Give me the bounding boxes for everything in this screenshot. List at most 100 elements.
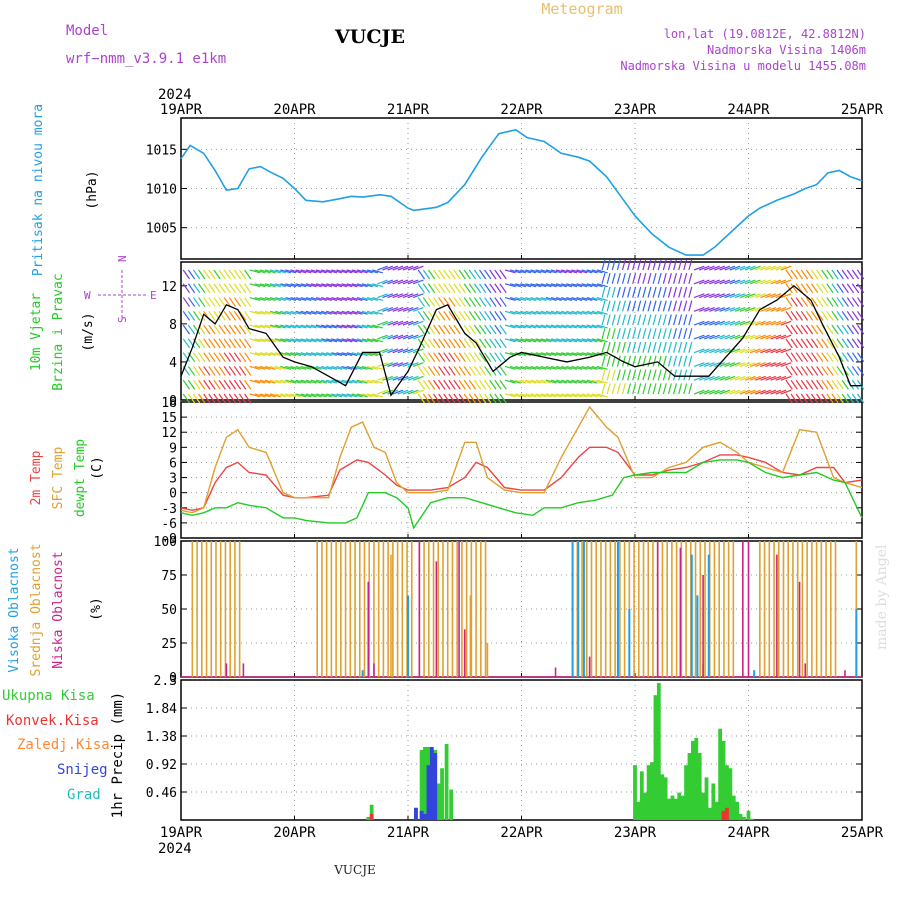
- wind-barb: [422, 379, 431, 390]
- wind-barb: [596, 365, 608, 370]
- wind-barb: [734, 362, 746, 368]
- wind-barb: [346, 365, 358, 370]
- wind-barb: [351, 283, 363, 288]
- wind-barb: [228, 379, 237, 390]
- product-title: Meteogram: [541, 0, 622, 18]
- wind-barb: [637, 355, 642, 367]
- wind-barb: [356, 393, 368, 398]
- wind-barb: [387, 307, 399, 312]
- wind-barb: [729, 320, 741, 326]
- wind-barb: [765, 348, 777, 354]
- wind-barb: [326, 365, 338, 370]
- wind-barb: [616, 314, 621, 326]
- wind-barb: [576, 310, 588, 315]
- wind-barb: [780, 348, 792, 354]
- wind-barb: [841, 393, 849, 404]
- wind-barb: [249, 296, 261, 301]
- wind-barb: [698, 389, 710, 395]
- wind-barb: [591, 338, 603, 343]
- wind-barb: [826, 352, 834, 363]
- wind-barb: [673, 272, 678, 284]
- wind-barb: [336, 393, 348, 398]
- wind-barb: [611, 328, 616, 340]
- wind-barb: [326, 324, 338, 329]
- wind-barb: [525, 283, 537, 288]
- wind-speed-line: [180, 284, 862, 397]
- wind-barb: [734, 307, 746, 312]
- wind-barb: [545, 296, 557, 301]
- wind-barb: [545, 324, 557, 329]
- wind-barb: [561, 324, 573, 329]
- wind-barb: [382, 293, 394, 299]
- wind-barb: [632, 369, 637, 381]
- wind-barb: [816, 393, 824, 404]
- wind-barb: [489, 393, 497, 404]
- wind-barb: [657, 259, 662, 271]
- wind-barb: [755, 293, 766, 299]
- wind-barb: [709, 389, 720, 395]
- wind-barb: [458, 310, 466, 321]
- precip-total-bar: [735, 801, 740, 820]
- wind-barb: [821, 297, 829, 307]
- wind-barb: [448, 352, 456, 363]
- wind-barb: [192, 324, 201, 335]
- wind-barb: [213, 352, 221, 363]
- wind-barb: [652, 286, 657, 298]
- wind-barb: [652, 341, 657, 353]
- wind-barb: [310, 283, 322, 288]
- wind-barb: [275, 310, 286, 315]
- wind-barb: [443, 324, 451, 335]
- wind-barb: [453, 310, 461, 321]
- wind-barb: [851, 366, 860, 376]
- wind-barb: [530, 393, 542, 398]
- wind-barb: [831, 269, 839, 280]
- precip-total-bar: [721, 740, 726, 820]
- wind-barb: [473, 297, 482, 307]
- wind-barb: [637, 369, 642, 381]
- wind-barb: [591, 296, 603, 301]
- wind-barb: [433, 379, 441, 390]
- wind-barb: [780, 279, 792, 285]
- wind-barb: [269, 296, 281, 301]
- wind-barb: [775, 307, 787, 312]
- wind-barb: [254, 283, 266, 288]
- wind-barb: [295, 338, 307, 343]
- wind-barb: [433, 366, 441, 376]
- wind-barb: [535, 324, 547, 329]
- wind-barb: [683, 383, 688, 395]
- wind-barb: [438, 379, 446, 390]
- wind-barb: [693, 375, 705, 381]
- wind-barb: [443, 297, 451, 307]
- precip-legend-snow: Snijeg: [57, 762, 108, 778]
- wind-barb: [412, 375, 424, 381]
- wind-barb: [372, 324, 384, 329]
- wind-barb: [285, 269, 297, 274]
- wind-barb: [811, 352, 819, 363]
- wind-barb: [366, 324, 378, 329]
- wind-barb: [433, 393, 441, 404]
- wind-barb: [346, 352, 358, 357]
- wind-barb: [331, 283, 343, 288]
- y-tick-label: 1005: [146, 222, 177, 237]
- wind-barb: [785, 366, 793, 376]
- wind-barb: [254, 310, 266, 315]
- wind-barb: [530, 283, 542, 288]
- wind-barb: [305, 296, 317, 301]
- wind-barb: [228, 269, 237, 280]
- wind-barb: [739, 307, 751, 312]
- wind-barb: [627, 341, 632, 353]
- wind-barb: [550, 338, 562, 343]
- y-tick-label: 1.84: [146, 702, 177, 717]
- wind-barb: [377, 279, 388, 285]
- wind-barb: [734, 320, 746, 326]
- wind-barb: [351, 324, 363, 329]
- wind-barb: [795, 352, 803, 363]
- y-tick-label: 15: [161, 411, 177, 426]
- wind-barb: [642, 341, 647, 353]
- wind-barb: [596, 296, 608, 301]
- wind-barb: [489, 338, 497, 349]
- wind-barb: [719, 293, 731, 299]
- compass-s: S: [116, 316, 129, 323]
- wind-barb: [484, 338, 492, 349]
- wind-barb: [198, 297, 206, 307]
